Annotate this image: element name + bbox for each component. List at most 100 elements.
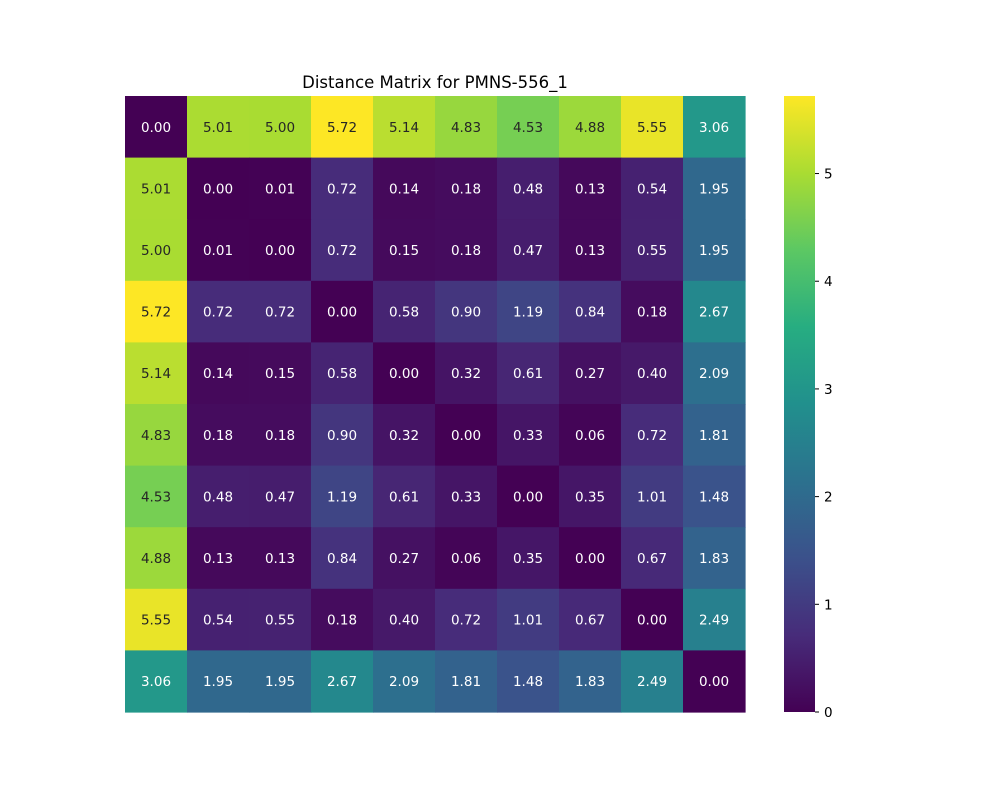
heatmap-cell (249, 219, 312, 282)
heatmap-cell (621, 650, 684, 713)
heatmap-cell-label: 4.88 (575, 120, 605, 136)
heatmap-cell-label: 0.15 (389, 243, 419, 259)
heatmap-cell (497, 157, 560, 220)
heatmap-cell (187, 650, 250, 713)
heatmap-cell-label: 5.01 (141, 181, 171, 197)
heatmap-cell (373, 96, 436, 159)
heatmap-cell (497, 96, 560, 159)
heatmap-cell-label: 0.33 (451, 489, 481, 505)
heatmap-cell (249, 342, 312, 405)
heatmap-cell-label: 0.14 (389, 181, 419, 197)
colorbar-tick-label: 3 (824, 382, 833, 398)
heatmap-cell (249, 404, 312, 467)
colorbar (784, 96, 815, 712)
heatmap-cell-label: 0.18 (327, 613, 357, 629)
heatmap-cell-label: 0.32 (389, 428, 419, 444)
heatmap-cell-label: 0.18 (203, 428, 233, 444)
heatmap-cell (435, 588, 498, 651)
heatmap-cell-label: 0.61 (513, 366, 543, 382)
heatmap-cell (559, 588, 622, 651)
heatmap-cell-label: 0.67 (575, 613, 605, 629)
heatmap-cell (125, 96, 188, 159)
heatmap-cell-label: 0.72 (265, 305, 295, 321)
heatmap-cell-label: 0.00 (203, 181, 233, 197)
heatmap-cell (187, 96, 250, 159)
colorbar-axis: 0 1 2 3 4 5 (815, 167, 833, 721)
heatmap-cell-label: 1.95 (699, 243, 729, 259)
heatmap-cell-label: 0.72 (327, 181, 357, 197)
heatmap-cell-label: 1.01 (513, 613, 543, 629)
heatmap-cell (435, 404, 498, 467)
heatmap-cell (497, 650, 560, 713)
heatmap-cell (435, 96, 498, 159)
heatmap-cell-label: 0.06 (575, 428, 605, 444)
heatmap-cell-label: 0.00 (265, 243, 295, 259)
heatmap-cell-label: 0.13 (575, 181, 605, 197)
heatmap-cell-label: 0.84 (575, 305, 605, 321)
colorbar-gradient (784, 96, 815, 712)
heatmap-cell (373, 342, 436, 405)
heatmap-cell-label: 0.00 (451, 428, 481, 444)
heatmap-cell (373, 219, 436, 282)
heatmap-cell (559, 280, 622, 343)
heatmap-cell (683, 219, 746, 282)
heatmap-cell (373, 588, 436, 651)
heatmap-cell-label: 0.00 (637, 613, 667, 629)
heatmap-cell (249, 588, 312, 651)
heatmap-cell (187, 527, 250, 590)
heatmap-cell (249, 650, 312, 713)
heatmap-cell-label: 0.54 (203, 613, 233, 629)
heatmap-cell (559, 342, 622, 405)
heatmap-cell-label: 2.67 (699, 305, 729, 321)
heatmap-cell (621, 157, 684, 220)
heatmap-cell (559, 650, 622, 713)
heatmap-cell-label: 0.35 (513, 551, 543, 567)
heatmap-cell (249, 465, 312, 528)
heatmap-cell-label: 0.06 (451, 551, 481, 567)
heatmap-cell-label: 4.88 (141, 551, 171, 567)
heatmap-grid: 0.00 5.01 5.00 5.72 5.14 4.83 4.53 4.88 5.55 3.06… (125, 96, 746, 713)
heatmap-cell (435, 342, 498, 405)
heatmap-cell-label: 0.01 (265, 181, 295, 197)
heatmap-cell (187, 588, 250, 651)
heatmap-cell-label: 4.83 (141, 428, 171, 444)
heatmap-cell (497, 404, 560, 467)
heatmap-cell-label: 4.53 (513, 120, 543, 136)
heatmap-cell (683, 527, 746, 590)
heatmap-cell-label: 0.01 (203, 243, 233, 259)
heatmap-cell (621, 342, 684, 405)
heatmap-cell-label: 0.61 (389, 489, 419, 505)
heatmap-cell (187, 280, 250, 343)
heatmap-cell (125, 650, 188, 713)
heatmap-cell-label: 0.00 (327, 305, 357, 321)
heatmap-cell (683, 588, 746, 651)
heatmap-cell (125, 342, 188, 405)
heatmap-cell (311, 588, 374, 651)
heatmap-cell (311, 96, 374, 159)
heatmap-cell-label: 3.06 (699, 120, 729, 136)
heatmap-cell-label: 1.81 (699, 428, 729, 444)
heatmap-cell (125, 157, 188, 220)
heatmap-cell-label: 1.01 (637, 489, 667, 505)
heatmap-cell (559, 404, 622, 467)
heatmap-cell-label: 0.00 (141, 120, 171, 136)
heatmap-cell-label: 0.72 (327, 243, 357, 259)
heatmap-cell-label: 5.55 (141, 613, 171, 629)
heatmap-cell-label: 2.09 (389, 674, 419, 690)
heatmap-cell-label: 0.58 (327, 366, 357, 382)
heatmap-cell-label: 5.14 (141, 366, 171, 382)
heatmap-cell-label: 3.06 (141, 674, 171, 690)
heatmap-cell (621, 588, 684, 651)
heatmap-cell-label: 0.18 (265, 428, 295, 444)
heatmap-cell (311, 404, 374, 467)
heatmap-cell (125, 588, 188, 651)
heatmap-cell (373, 280, 436, 343)
heatmap-cell (435, 527, 498, 590)
heatmap-cell (311, 157, 374, 220)
heatmap-cell (621, 280, 684, 343)
heatmap-cell-label: 0.13 (265, 551, 295, 567)
heatmap-cell (497, 280, 560, 343)
heatmap-cell (621, 404, 684, 467)
heatmap-cell-label: 0.00 (699, 674, 729, 690)
